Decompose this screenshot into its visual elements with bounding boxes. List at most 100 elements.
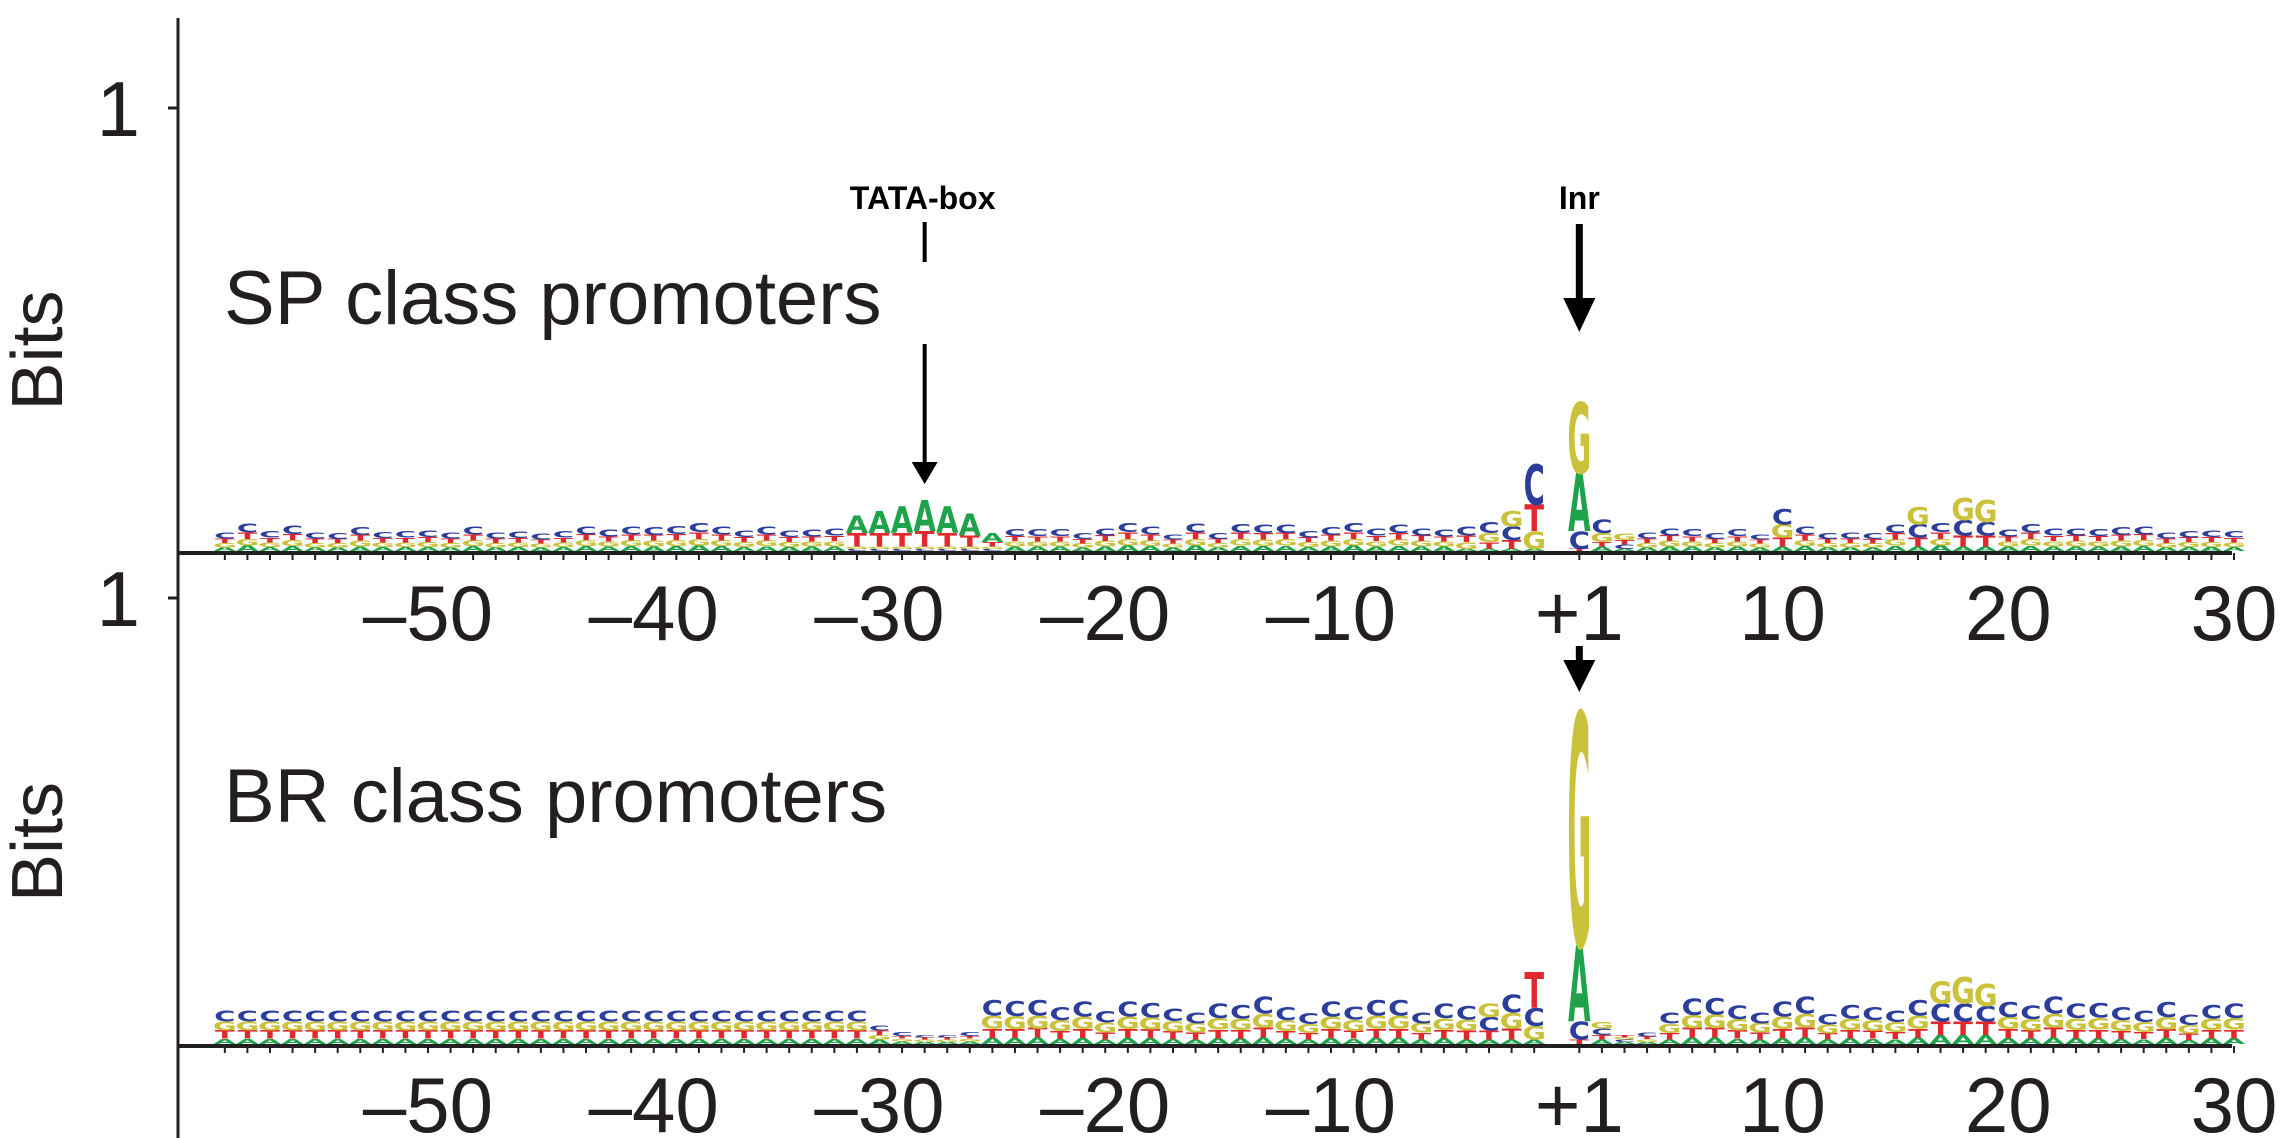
logo-letter-A: A [1072, 1036, 1095, 1046]
logo-letter-T: T [1931, 1018, 1951, 1039]
logo-letter-G: G [1680, 540, 1704, 548]
annotation-arrow-head [1563, 298, 1596, 332]
logo-letter-C: C [1208, 531, 1229, 540]
logo-letter-G: G [1455, 541, 1479, 552]
logo-letter-G: G [1093, 1021, 1117, 1036]
logo-letter-C: C [1185, 1010, 1206, 1027]
logo-letter-T: T [937, 1037, 957, 1041]
logo-letter-C: C [643, 526, 664, 538]
logo-letter-A: A [2155, 546, 2177, 552]
logo-letter-A: A [417, 546, 439, 552]
logo-letter-T: T [892, 530, 912, 551]
logo-letter-A: A [801, 1037, 824, 1046]
logo-letter-T: T [1389, 532, 1409, 542]
logo-letter-T: T [1569, 548, 1589, 552]
logo-letter-C: C [1840, 531, 1861, 540]
logo-letter-G: G [1748, 543, 1772, 549]
logo-letter-T: T [328, 538, 349, 545]
logo-letter-G: G [2154, 1014, 2178, 1034]
logo-letter-G: G [326, 1019, 350, 1033]
logo-letter-T: T [1524, 497, 1544, 540]
logo-letter-A: A [891, 499, 914, 542]
logo-letter-A: A [755, 1037, 778, 1046]
logo-letter-C: C [1298, 1011, 1319, 1028]
logo-letter-G: G [416, 1019, 440, 1033]
logo-letter-A: A [1365, 1036, 1388, 1046]
logo-letter-A: A [2178, 1039, 2200, 1046]
logo-letter-C: C [959, 548, 980, 552]
logo-letter-A: A [1907, 545, 1931, 552]
x-tick-label: –10 [1266, 569, 1396, 657]
logo-letter-T: T [1028, 1026, 1049, 1041]
logo-letter-C: C [1185, 522, 1206, 536]
logo-letter-A: A [485, 546, 507, 552]
logo-letter-A: A [2223, 1037, 2246, 1046]
logo-letter-T: T [915, 1037, 935, 1041]
logo-letter-A: A [688, 544, 711, 553]
logo-letter-G: G [597, 1019, 621, 1033]
logo-letter-G: G [800, 540, 824, 548]
logo-letter-C: C [282, 524, 303, 537]
logo-letter-T: T [373, 1029, 393, 1042]
logo-letter-G: G [1861, 1018, 1885, 1035]
logo-letter-A: A [2200, 546, 2222, 553]
logo-letter-T: T [1863, 1029, 1883, 1041]
logo-letter-T: T [1750, 539, 1771, 545]
logo-letter-C: C [1320, 998, 1341, 1022]
logo-letter-C: C [530, 1009, 551, 1026]
logo-letter-T: T [960, 533, 980, 550]
logo-letter-C: C [1636, 1032, 1657, 1038]
logo-letter-A: A [1162, 547, 1184, 552]
logo-letter-C: C [2178, 1013, 2199, 1029]
x-tick-label: –40 [589, 569, 719, 657]
logo-letter-T: T [1863, 538, 1884, 545]
logo-letter-T: T [1908, 1026, 1929, 1041]
logo-letter-T: T [689, 1029, 709, 1042]
logo-letter-A: A [281, 1037, 304, 1046]
logo-letter-T: T [712, 533, 732, 542]
logo-letter-T: T [1592, 1034, 1613, 1041]
logo-letter-C: C [2020, 1001, 2041, 1023]
logo-letter-A: A [1952, 1033, 1975, 1047]
logo-letter-G: G [890, 546, 914, 550]
logo-letter-A: A [2020, 544, 2043, 553]
logo-letter-A: A [1749, 547, 1771, 552]
logo-letter-G: G [574, 1019, 598, 1033]
logo-letter-T: T [418, 536, 439, 544]
logo-letter-T: T [1457, 1028, 1477, 1042]
logo-letter-G: G [687, 1019, 711, 1033]
logo-letter-C: C [2088, 999, 2109, 1022]
logo-letter-A: A [1275, 544, 1298, 553]
logo-letter-A: A [1162, 1038, 1185, 1046]
logo-letter-T: T [1840, 1029, 1860, 1042]
logo-letter-G: G [1251, 1010, 1275, 1033]
logo-letter-G: G [1838, 1016, 1862, 1034]
logo-letter-G: G [1771, 1013, 1795, 1033]
logo-letter-A: A [733, 546, 755, 553]
logo-letter-G: G [2222, 1014, 2246, 1033]
logo-letter-G: G [1116, 1013, 1140, 1033]
logo-letter-A: A [1704, 1036, 1727, 1046]
logo-letter-A: A [1026, 546, 1048, 553]
logo-letter-A: A [394, 1037, 417, 1046]
logo-letter-G: G [484, 542, 508, 549]
logo-letter-A: A [575, 545, 598, 553]
logo-letter-T: T [1457, 534, 1477, 545]
logo-letter-T: T [283, 532, 303, 542]
logo-letter-T: T [1953, 1018, 1973, 1039]
logo-letter-G: G [1048, 1018, 1072, 1035]
logo-letter-C: C [372, 1009, 393, 1026]
logo-letter-G: G [1567, 651, 1591, 1021]
logo-letter-A: A [1094, 1038, 1117, 1045]
logo-letter-C: C [1569, 527, 1590, 555]
logo-letter-T: T [1231, 1029, 1251, 1042]
logo-letter-G: G [1658, 539, 1682, 548]
logo-letter-G: G [1319, 539, 1343, 548]
logo-letter-G: G [394, 541, 418, 548]
logo-letter-C: C [1433, 528, 1454, 539]
logo-letter-G: G [1229, 1016, 1253, 1034]
y-axis-label: Bits [0, 782, 78, 902]
logo-letter-T: T [1253, 532, 1273, 542]
logo-letter-T: T [983, 1026, 1004, 1041]
